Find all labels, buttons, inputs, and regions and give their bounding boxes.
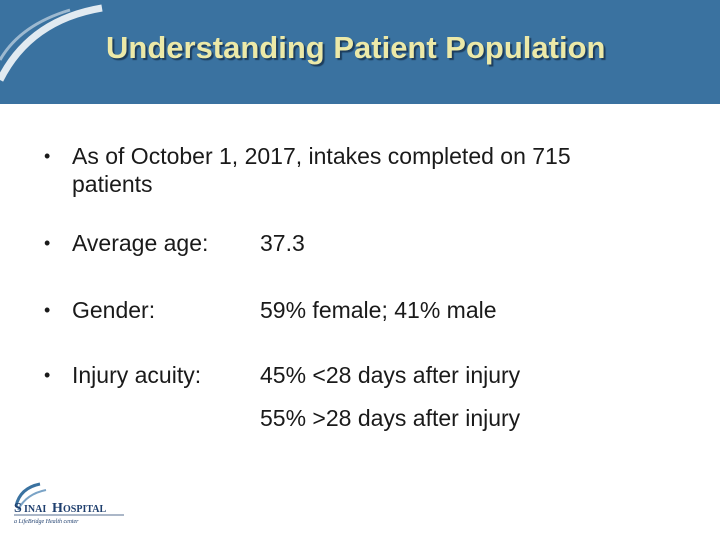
header-swoosh-graphic xyxy=(0,4,103,82)
bullet-value: 45% <28 days after injury xyxy=(260,362,521,388)
bullet-icon: • xyxy=(44,300,51,320)
svg-text:INAI: INAI xyxy=(24,504,46,515)
bullet-label: Average age: xyxy=(72,230,209,256)
svg-text:H: H xyxy=(52,501,63,516)
bullet-icon: • xyxy=(44,365,51,385)
bullet-label: Gender: xyxy=(72,297,156,323)
bullet-icon: • xyxy=(44,146,51,166)
bullet-value: 59% female; 41% male xyxy=(260,297,497,323)
header-band: Understanding Patient Population xyxy=(0,0,720,104)
bullet-text: As of October 1, 2017, intakes completed… xyxy=(72,143,571,169)
svg-text:OSPITAL: OSPITAL xyxy=(63,504,106,515)
bullet-text-continuation: patients xyxy=(72,171,153,197)
bullet-value: 37.3 xyxy=(260,230,305,256)
svg-text:S: S xyxy=(14,501,22,516)
bullet-icon: • xyxy=(44,233,51,253)
bullet-label: Injury acuity: xyxy=(72,362,202,388)
page-title: Understanding Patient Population xyxy=(106,30,606,65)
bullet-value-second: 55% >28 days after injury xyxy=(260,405,521,431)
svg-text:a LifeBridge Health center: a LifeBridge Health center xyxy=(14,518,79,525)
sinai-hospital-logo: S INAI H OSPITAL a LifeBridge Health cen… xyxy=(14,482,124,525)
